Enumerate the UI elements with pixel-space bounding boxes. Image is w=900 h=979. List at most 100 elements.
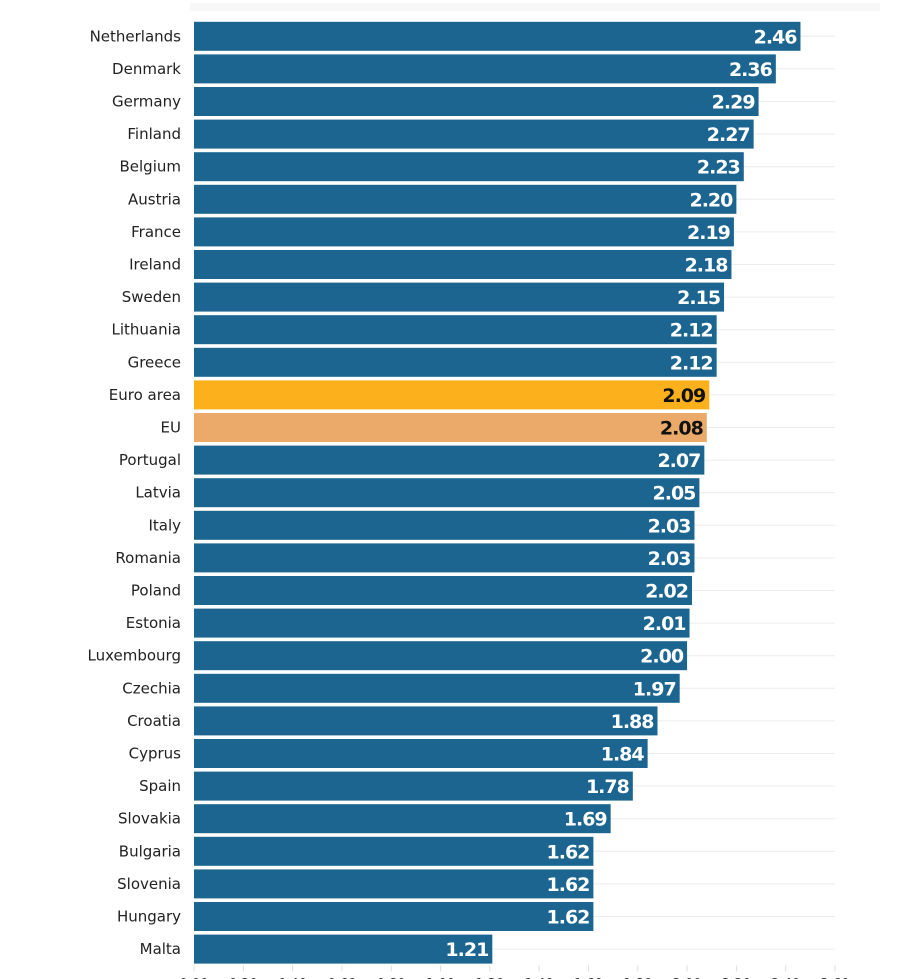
value-label: 1.88 bbox=[611, 711, 655, 733]
x-tick-label: 2.60 bbox=[821, 977, 850, 979]
category-label: Cyprus bbox=[129, 745, 182, 763]
value-label: 2.46 bbox=[754, 26, 798, 48]
value-label: 2.05 bbox=[653, 483, 696, 505]
value-label: 1.84 bbox=[601, 744, 645, 766]
bar-cyprus bbox=[194, 739, 648, 768]
value-label: 1.62 bbox=[547, 874, 590, 896]
category-label: Greece bbox=[128, 353, 181, 371]
bar-spain bbox=[194, 771, 633, 801]
category-label: Ireland bbox=[129, 256, 181, 274]
bar-denmark bbox=[194, 54, 776, 84]
category-label: Latvia bbox=[135, 484, 181, 502]
category-label: Malta bbox=[140, 940, 181, 958]
value-label: 1.69 bbox=[564, 809, 607, 831]
bar-sweden bbox=[194, 282, 725, 312]
x-tick-label: 2.40 bbox=[771, 977, 800, 979]
category-label: Belgium bbox=[120, 158, 182, 176]
category-label: Finland bbox=[127, 125, 181, 143]
x-tick-label: 0.20 bbox=[229, 977, 258, 979]
bar-ireland bbox=[194, 250, 732, 279]
value-label: 2.08 bbox=[660, 418, 704, 440]
category-label: Lithuania bbox=[112, 321, 181, 339]
x-tick-label: 0.00 bbox=[180, 977, 209, 979]
bar-slovenia bbox=[194, 869, 594, 899]
category-label: Slovakia bbox=[118, 810, 181, 828]
x-tick-label: 0.60 bbox=[327, 977, 356, 979]
x-tick-label: 1.00 bbox=[426, 977, 455, 979]
x-tick-label: 1.60 bbox=[574, 977, 603, 979]
x-tick-label: 2.00 bbox=[673, 977, 702, 979]
category-label: Portugal bbox=[119, 451, 181, 469]
category-label: Euro area bbox=[109, 386, 181, 404]
bar-latvia bbox=[194, 478, 700, 508]
bar-portugal bbox=[194, 445, 705, 475]
bar-slovakia bbox=[194, 804, 611, 834]
value-label: 1.62 bbox=[547, 907, 590, 929]
category-label: France bbox=[131, 223, 181, 241]
category-label: Netherlands bbox=[90, 27, 182, 45]
value-label: 2.19 bbox=[687, 222, 730, 244]
value-label: 1.78 bbox=[586, 776, 630, 798]
category-label: Italy bbox=[148, 516, 181, 534]
category-label: Luxembourg bbox=[88, 647, 182, 665]
value-label: 2.29 bbox=[712, 92, 755, 114]
value-label: 1.21 bbox=[445, 939, 488, 961]
category-label: Denmark bbox=[112, 60, 181, 78]
value-label: 2.03 bbox=[648, 515, 691, 537]
value-label: 2.00 bbox=[640, 646, 684, 668]
category-label: Bulgaria bbox=[119, 842, 181, 860]
bar-bulgaria bbox=[194, 836, 594, 866]
bar-poland bbox=[194, 576, 693, 605]
category-label: Spain bbox=[139, 777, 181, 795]
category-label: Czechia bbox=[122, 679, 181, 697]
value-label: 2.36 bbox=[729, 59, 773, 81]
category-label: Germany bbox=[112, 93, 181, 111]
bar-eu bbox=[194, 413, 707, 442]
value-label: 2.12 bbox=[670, 352, 713, 374]
category-label: Slovenia bbox=[117, 875, 181, 893]
bar-euro-area bbox=[194, 380, 710, 410]
bar-italy bbox=[194, 510, 695, 540]
bar-croatia bbox=[194, 706, 658, 736]
bar-romania bbox=[194, 543, 695, 573]
category-label: Poland bbox=[131, 582, 181, 600]
value-label: 2.03 bbox=[648, 548, 691, 570]
category-label: Croatia bbox=[127, 712, 181, 730]
value-label: 2.23 bbox=[697, 157, 740, 179]
bar-greece bbox=[194, 347, 717, 377]
value-label: 2.20 bbox=[689, 189, 733, 211]
category-label: EU bbox=[161, 419, 181, 437]
value-label: 2.27 bbox=[707, 124, 750, 146]
x-tick-label: 2.20 bbox=[722, 977, 751, 979]
category-label: Sweden bbox=[122, 288, 181, 306]
bar-austria bbox=[194, 184, 737, 214]
x-tick-label: 1.40 bbox=[525, 977, 554, 979]
x-tick-label: 1.20 bbox=[475, 977, 504, 979]
bar-belgium bbox=[194, 152, 744, 182]
value-label: 2.01 bbox=[643, 613, 686, 635]
bar-estonia bbox=[194, 608, 690, 638]
x-tick-label: 0.40 bbox=[278, 977, 307, 979]
bar-finland bbox=[194, 119, 754, 149]
category-label: Hungary bbox=[117, 908, 181, 926]
value-label: 2.02 bbox=[645, 581, 688, 603]
value-label: 2.15 bbox=[677, 287, 720, 309]
bar-hungary bbox=[194, 902, 594, 931]
bar-netherlands bbox=[194, 21, 801, 51]
value-label: 1.62 bbox=[547, 841, 590, 863]
bar-luxembourg bbox=[194, 641, 688, 671]
category-label: Austria bbox=[128, 190, 181, 208]
category-label: Romania bbox=[115, 549, 181, 567]
bar-lithuania bbox=[194, 315, 717, 345]
bar-malta bbox=[194, 934, 493, 964]
value-label: 2.18 bbox=[685, 255, 729, 277]
value-label: 2.12 bbox=[670, 320, 713, 342]
value-label: 1.97 bbox=[633, 678, 676, 700]
bar-germany bbox=[194, 87, 759, 116]
category-label: Estonia bbox=[126, 614, 181, 632]
value-label: 2.09 bbox=[662, 385, 705, 407]
x-tick-label: 0.80 bbox=[377, 977, 406, 979]
bar-france bbox=[194, 217, 734, 247]
x-tick-label: 1.80 bbox=[623, 977, 652, 979]
